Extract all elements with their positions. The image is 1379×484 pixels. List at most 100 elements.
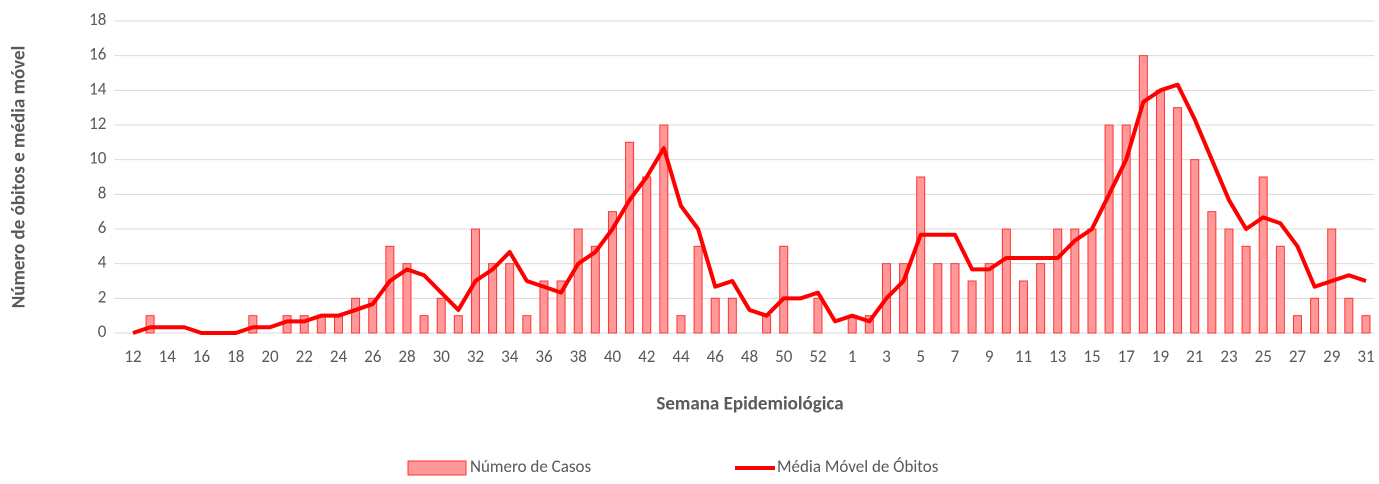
bar <box>813 297 823 334</box>
bar <box>1292 315 1302 334</box>
x-tick-label: 23 <box>1220 346 1237 367</box>
x-tick-label: 32 <box>467 346 484 367</box>
bar <box>1104 124 1114 334</box>
bar <box>556 280 566 334</box>
x-tick-label: 16 <box>193 346 211 367</box>
x-tick-label: 15 <box>1083 346 1100 367</box>
x-tick-label: 34 <box>501 346 519 367</box>
bar <box>1121 124 1131 334</box>
y-tick-label: 8 <box>98 182 107 203</box>
x-tick-label: 29 <box>1323 346 1341 367</box>
x-tick-label: 5 <box>916 346 925 367</box>
bar <box>488 263 498 334</box>
bar <box>419 315 429 334</box>
bar <box>779 245 789 334</box>
line <box>132 82 1367 335</box>
x-tick-label: 14 <box>159 346 177 367</box>
bar <box>1036 263 1046 334</box>
x-tick-label: 25 <box>1255 346 1272 367</box>
y-tick-label: 16 <box>89 44 107 65</box>
y-tick-label: 2 <box>98 286 107 307</box>
y-tick-label: 18 <box>89 9 106 30</box>
x-tick-label: 19 <box>1152 346 1170 367</box>
x-tick-label: 1 <box>848 346 857 367</box>
bar <box>1087 228 1097 334</box>
bar <box>573 228 583 334</box>
bar <box>248 315 258 334</box>
x-tick-label: 13 <box>1049 346 1066 367</box>
x-tick-label: 21 <box>1186 346 1203 367</box>
y-tick-label: 4 <box>98 252 107 273</box>
bar <box>1207 211 1217 334</box>
bar <box>299 315 309 334</box>
y-tick-label: 0 <box>98 321 107 342</box>
bar <box>505 263 515 334</box>
legend-label: Número de Casos <box>470 456 591 477</box>
bar <box>984 263 994 334</box>
bar <box>1275 245 1285 334</box>
x-tick-label: 27 <box>1289 346 1307 367</box>
x-tick-label: 20 <box>261 346 279 367</box>
bar <box>899 263 909 334</box>
x-tick-label: 17 <box>1118 346 1136 367</box>
bar <box>727 297 737 334</box>
bar <box>539 280 549 334</box>
x-tick-label: 26 <box>364 346 382 367</box>
x-tick-label: 36 <box>535 346 553 367</box>
x-tick-label: 46 <box>707 346 725 367</box>
y-tick-label: 10 <box>89 148 107 169</box>
x-tick-label: 48 <box>741 346 758 367</box>
bar <box>1344 297 1354 334</box>
bar <box>1001 228 1011 334</box>
bar <box>145 315 155 334</box>
bar <box>1053 228 1063 334</box>
bar <box>1241 245 1251 334</box>
bar <box>1070 228 1080 334</box>
x-tick-label: 31 <box>1357 346 1374 367</box>
y-tick-label: 12 <box>89 113 106 134</box>
x-tick-label: 12 <box>124 346 141 367</box>
bar <box>351 297 361 334</box>
bar <box>1258 176 1268 334</box>
bar <box>1310 297 1320 334</box>
bar <box>1138 55 1148 334</box>
bar <box>916 176 926 334</box>
bar <box>402 263 412 334</box>
bar <box>453 315 463 334</box>
x-tick-label: 50 <box>775 346 793 367</box>
bar <box>710 297 720 334</box>
bar <box>436 297 446 334</box>
x-tick-label: 24 <box>330 346 348 367</box>
x-tick-label: 40 <box>604 346 622 367</box>
bar <box>950 263 960 334</box>
x-tick-label: 7 <box>951 346 960 367</box>
x-tick-label: 28 <box>398 346 415 367</box>
bar <box>625 141 635 334</box>
bar <box>1190 159 1200 334</box>
bar <box>1224 228 1234 334</box>
bar <box>676 315 686 334</box>
legend-label: Média Móvel de Óbitos <box>777 456 939 477</box>
x-axis-title: Semana Epidemiológica <box>656 393 843 416</box>
bar <box>1018 280 1028 334</box>
bar <box>333 315 343 334</box>
legend-swatch <box>407 460 467 476</box>
bar <box>385 245 395 334</box>
x-tick-label: 18 <box>227 346 244 367</box>
y-tick-label: 14 <box>89 78 107 99</box>
y-axis-title: Número de óbitos e média móvel <box>8 46 31 308</box>
x-tick-label: 38 <box>570 346 587 367</box>
bar <box>659 124 669 334</box>
bar <box>1173 107 1183 334</box>
x-tick-label: 9 <box>985 346 994 367</box>
x-tick-label: 3 <box>882 346 891 367</box>
bar <box>967 280 977 334</box>
bar <box>642 176 652 334</box>
x-tick-label: 42 <box>638 346 655 367</box>
bar <box>933 263 943 334</box>
x-tick-label: 52 <box>809 346 826 367</box>
bar <box>762 315 772 334</box>
x-tick-label: 11 <box>1015 346 1032 367</box>
bar <box>368 297 378 334</box>
